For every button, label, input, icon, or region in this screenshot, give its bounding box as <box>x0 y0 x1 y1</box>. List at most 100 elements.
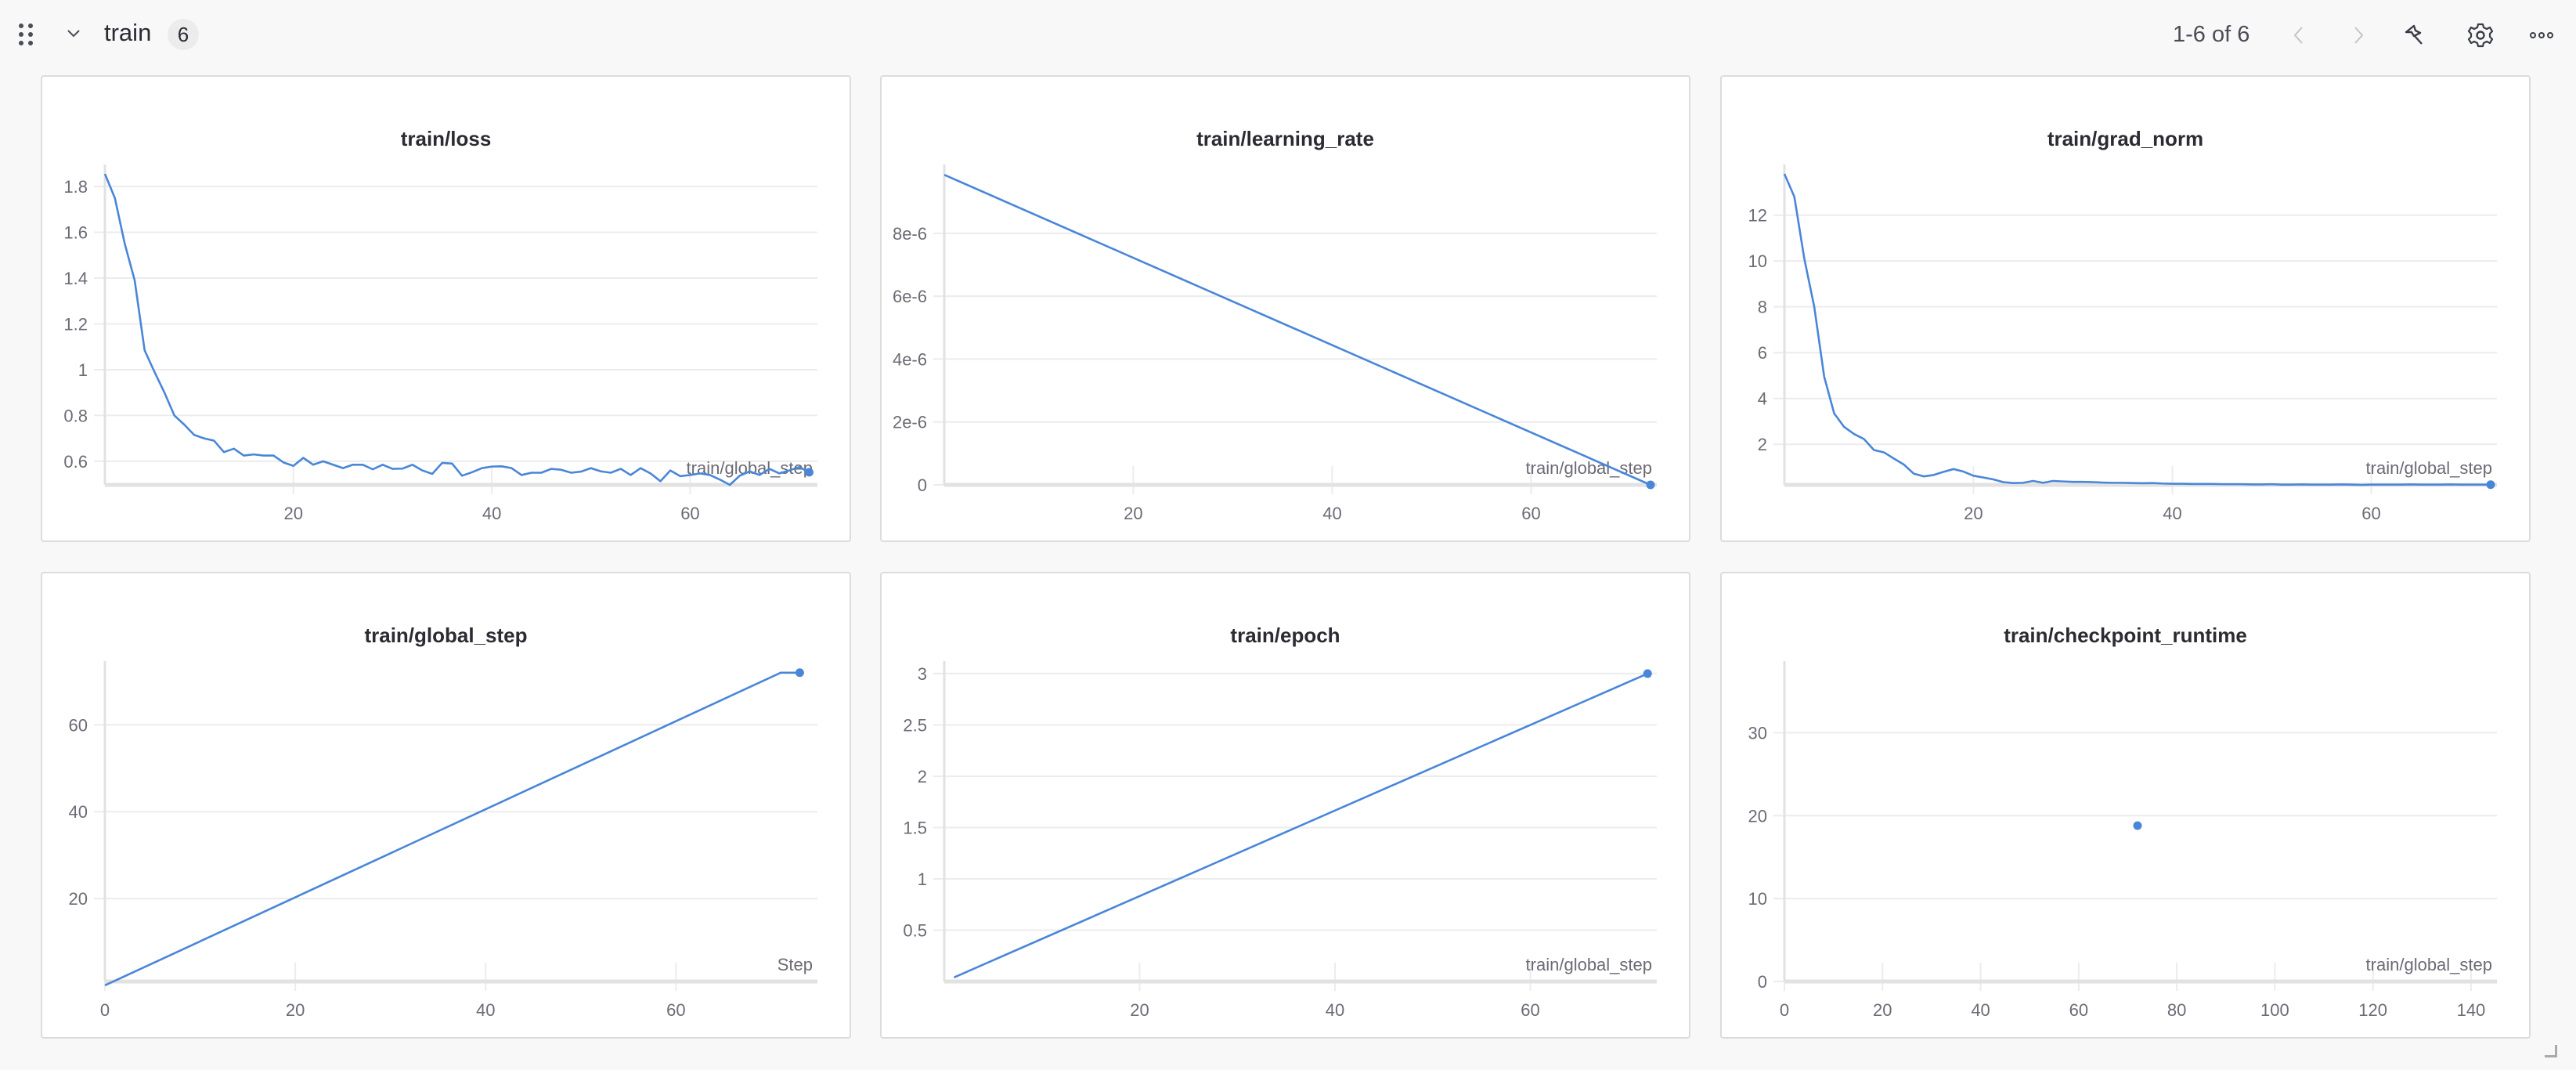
y-tick-label: 1 <box>78 360 88 380</box>
y-tick-label: 2.5 <box>903 715 927 735</box>
chevron-down-icon[interactable] <box>64 23 83 42</box>
chart-panel-grad-norm[interactable]: train/grad_norm 2 4 6 8 10 12 20 40 60 train/glob… <box>1720 75 2531 542</box>
y-tick-label: 0.6 <box>63 452 88 472</box>
series-point <box>2486 480 2495 490</box>
series-line <box>1783 173 2491 486</box>
y-tick-label: 20 <box>69 889 88 909</box>
series-point <box>1646 480 1655 490</box>
series-line <box>943 174 1651 486</box>
y-tick-label: 4e-6 <box>893 349 927 369</box>
x-axis-label: train/global_step <box>1526 955 1652 974</box>
series-point <box>795 668 804 678</box>
chart-learning-rate: 0 2e-6 4e-6 6e-6 8e-6 20 40 60 train/global_step <box>893 164 1657 523</box>
y-tick-label: 12 <box>1748 206 1767 226</box>
x-tick-label: 60 <box>666 1000 685 1020</box>
y-tick-label: 8e-6 <box>893 224 927 244</box>
x-tick-label: 20 <box>286 1000 305 1020</box>
series-line <box>103 173 810 486</box>
y-tick-label: 1 <box>918 869 927 889</box>
chart-global-step: 20 40 60 0 20 40 60 Step <box>69 661 817 1020</box>
chart-panel-checkpoint-runtime[interactable]: train/checkpoint_runtime 0 10 20 30 0 20 40 60 8… <box>1720 572 2531 1039</box>
y-tick-label: 1.5 <box>903 818 927 837</box>
chart-panel-epoch[interactable]: train/epoch 0.5 1 1.5 2 2.5 3 20 40 60 train/glob… <box>880 572 1690 1039</box>
y-tick-label: 0 <box>1758 972 1767 992</box>
chart-grad-norm: 2 4 6 8 10 12 20 40 60 train/global_step <box>1748 164 2497 523</box>
y-tick-label: 1.2 <box>63 314 88 334</box>
x-tick-label: 40 <box>2163 504 2181 523</box>
resize-handle[interactable] <box>2545 1045 2557 1057</box>
y-tick-label: 10 <box>1748 889 1767 909</box>
y-tick-label: 20 <box>1748 806 1767 826</box>
pin-icon[interactable] <box>2401 21 2430 49</box>
x-tick-label: 140 <box>2457 1000 2486 1020</box>
x-tick-label: 40 <box>476 1000 495 1020</box>
y-tick-label: 1.6 <box>63 223 88 243</box>
y-tick-label: 2 <box>1758 435 1767 454</box>
pagination-label: 1-6 of 6 <box>2173 22 2250 47</box>
chart-title: train/grad_norm <box>2047 127 2204 150</box>
x-tick-label: 20 <box>1130 1000 1149 1020</box>
x-tick-label: 60 <box>2069 1000 2088 1020</box>
chart-title: train/loss <box>400 127 492 150</box>
y-tick-label: 6e-6 <box>893 287 927 306</box>
section-title[interactable]: train <box>104 19 152 46</box>
series-line <box>953 672 1648 978</box>
series-point <box>2133 821 2142 830</box>
x-tick-label: 40 <box>1326 1000 1344 1020</box>
y-tick-label: 30 <box>1748 723 1767 743</box>
series-line <box>104 671 800 987</box>
chart-panel-learning-rate[interactable]: train/learning_rate 0 2e-6 4e-6 6e-6 8e-6 20 4… <box>880 75 1690 542</box>
x-tick-label: 120 <box>2358 1000 2387 1020</box>
x-tick-label: 60 <box>2361 504 2380 523</box>
y-tick-label: 8 <box>1758 298 1767 317</box>
x-axis-label: train/global_step <box>2366 955 2492 974</box>
y-tick-label: 40 <box>69 802 88 822</box>
chart-title: train/learning_rate <box>1196 127 1374 150</box>
y-tick-label: 10 <box>1748 251 1767 271</box>
x-tick-label: 60 <box>680 504 699 523</box>
chart-panel-loss[interactable]: train/loss 0.6 0.8 1 1.2 1.4 1.6 1.8 20 40 60 trai… <box>41 75 851 542</box>
x-tick-label: 20 <box>1964 504 1983 523</box>
chevron-right-icon[interactable] <box>2344 21 2372 49</box>
more-icon[interactable] <box>2527 21 2556 49</box>
y-tick-label: 60 <box>69 715 88 735</box>
x-tick-label: 40 <box>1971 1000 1990 1020</box>
x-tick-label: 0 <box>1780 1000 1789 1020</box>
x-tick-label: 20 <box>283 504 302 523</box>
x-tick-label: 100 <box>2260 1000 2289 1020</box>
x-tick-label: 0 <box>100 1000 110 1020</box>
x-tick-label: 20 <box>1124 504 1142 523</box>
y-tick-label: 2 <box>918 767 927 786</box>
y-tick-label: 0 <box>918 475 927 495</box>
chart-title: train/epoch <box>1230 624 1340 647</box>
y-tick-label: 0.5 <box>903 920 927 940</box>
series-point <box>1643 669 1652 678</box>
y-tick-label: 0.8 <box>63 406 88 425</box>
section-header: train 6 1-6 of 6 <box>0 0 2576 70</box>
series-point <box>804 468 814 477</box>
chart-loss: 0.60.811.21.41.61.820 40 60train/global_st… <box>63 164 817 523</box>
panel-count-badge: 6 <box>168 19 199 50</box>
chart-title: train/global_step <box>364 624 528 647</box>
chevron-left-icon[interactable] <box>2285 21 2313 49</box>
y-tick-label: 1.4 <box>63 269 88 288</box>
x-tick-label: 80 <box>2167 1000 2186 1020</box>
y-tick-label: 1.8 <box>63 177 88 197</box>
drag-handle-icon[interactable] <box>19 23 36 47</box>
x-tick-label: 40 <box>482 504 501 523</box>
y-tick-label: 6 <box>1758 343 1767 363</box>
x-tick-label: 60 <box>1521 1000 1539 1020</box>
gear-icon[interactable] <box>2466 21 2495 49</box>
y-tick-label: 4 <box>1758 389 1767 409</box>
x-tick-label: 40 <box>1322 504 1341 523</box>
chart-epoch: 0.5 1 1.5 2 2.5 3 20 40 60 train/global_step <box>903 661 1657 1020</box>
chart-title: train/checkpoint_runtime <box>2004 624 2247 647</box>
y-tick-label: 3 <box>918 664 927 684</box>
chart-checkpoint-runtime: 0 10 20 30 0 20 40 60 80 100 120 140 train/global_st… <box>1748 661 2497 1020</box>
x-axis-label: train/global_step <box>1526 458 1652 478</box>
x-tick-label: 20 <box>1873 1000 1892 1020</box>
x-axis-label: train/global_step <box>2366 458 2492 478</box>
chart-panel-global-step[interactable]: train/global_step 20 40 60 0 20 40 60 Step <box>41 572 851 1039</box>
x-tick-label: 60 <box>1521 504 1540 523</box>
x-axis-label: Step <box>777 955 813 974</box>
